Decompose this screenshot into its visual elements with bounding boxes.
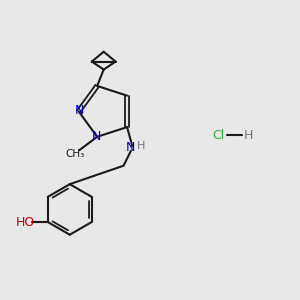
Text: HO: HO	[16, 216, 35, 229]
Text: N: N	[92, 130, 101, 143]
Text: H: H	[136, 141, 145, 152]
Text: N: N	[126, 141, 136, 154]
Text: CH₃: CH₃	[65, 149, 85, 159]
Text: N: N	[75, 104, 84, 117]
Text: Cl: Cl	[212, 129, 224, 142]
Text: H: H	[243, 129, 253, 142]
